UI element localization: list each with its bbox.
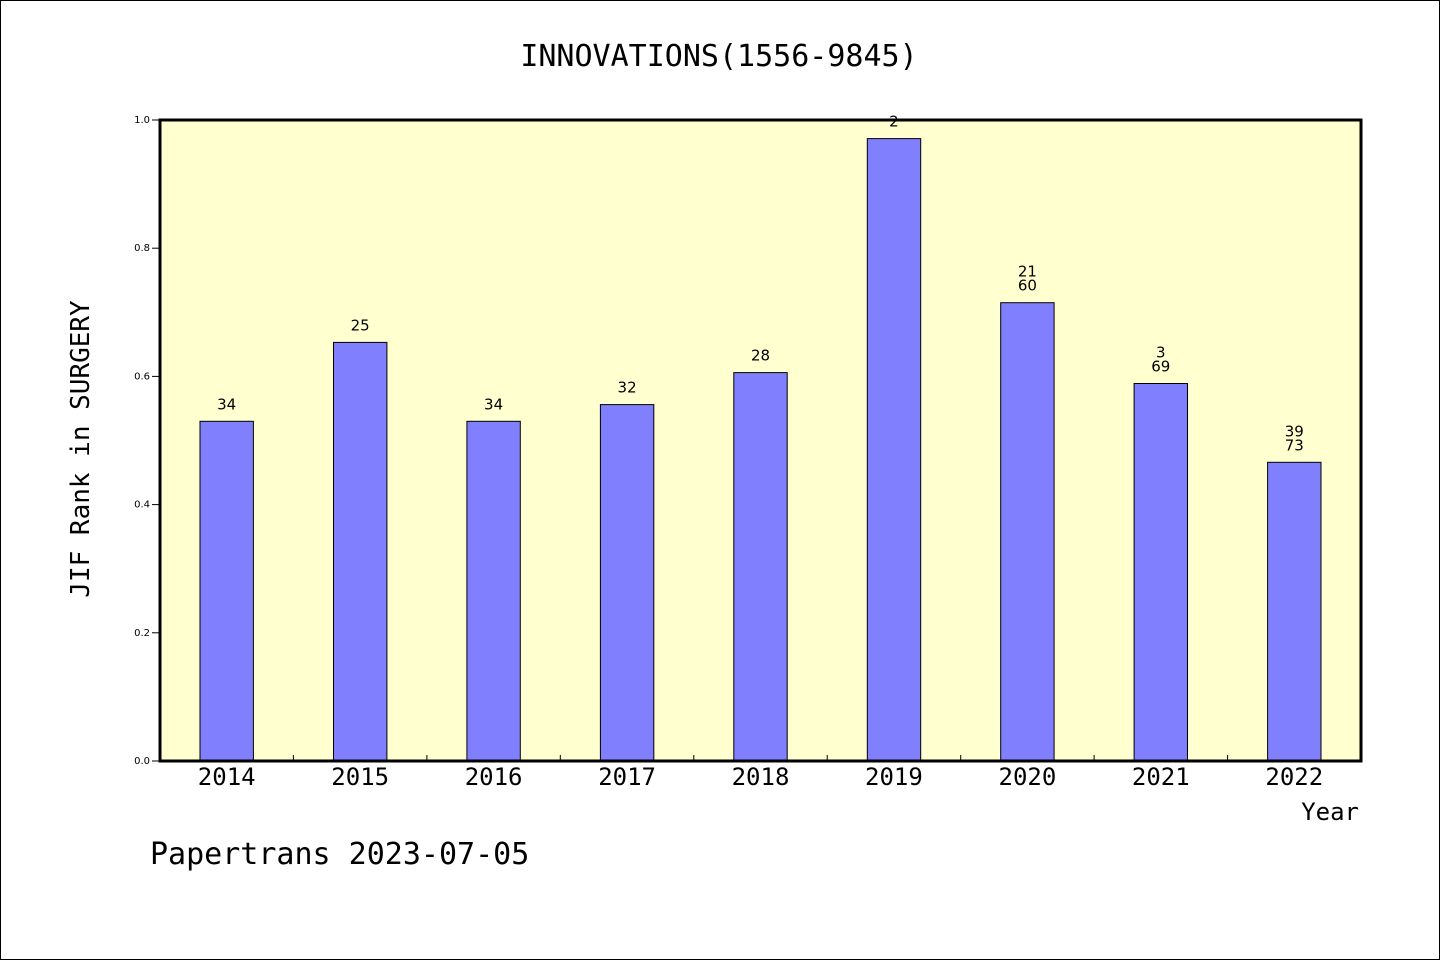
x-axis-label: Year: [1301, 798, 1359, 826]
y-tick-label-0.6: 0.6: [134, 371, 150, 382]
y-tick-label-0.4: 0.4: [134, 500, 150, 511]
x-tick-label-2020: 2020: [999, 763, 1057, 791]
bar-2018: [733, 372, 788, 762]
bar-2015: [333, 341, 388, 762]
x-tick-label-2022: 2022: [1265, 763, 1323, 791]
axis-ticks-group: 2014 2015 2016 2017 2018 2019 2020 2021 2022 0.0 0…: [134, 115, 1323, 791]
plot-border: [158, 118, 1363, 763]
data-label-2015: 25: [351, 316, 370, 334]
bar-2017: [599, 404, 655, 762]
footer-watermark: Papertrans 2023-07-05: [150, 837, 529, 872]
x-tick-label-2018: 2018: [732, 763, 790, 791]
data-label-2018: 28: [751, 347, 770, 365]
bar-2019: [866, 138, 922, 762]
data-label-2022-1: 39: [1285, 422, 1304, 440]
data-label-2014: 34: [217, 395, 236, 413]
bar-2014: [199, 420, 254, 762]
data-label-2021-2: 69: [1151, 358, 1170, 376]
data-label-2021-1: 3: [1156, 344, 1166, 362]
data-label-2017: 32: [618, 379, 637, 397]
bar-2022: [1267, 461, 1322, 762]
x-tick-label-2017: 2017: [598, 763, 656, 791]
bar-2020: [1000, 302, 1055, 762]
x-tick-label-2021: 2021: [1132, 763, 1190, 791]
chart-title: INNOVATIONS(1556-9845): [520, 39, 917, 74]
bar-2016: [466, 420, 521, 762]
y-tick-label-1.0: 1.0: [134, 115, 150, 126]
data-label-2020-1: 21: [1018, 263, 1037, 281]
data-label-2020-2: 60: [1018, 277, 1037, 295]
x-tick-label-2015: 2015: [331, 763, 389, 791]
data-label-2016: 34: [484, 395, 503, 413]
y-tick-label-0.2: 0.2: [134, 628, 150, 639]
y-tick-label-0.8: 0.8: [134, 243, 150, 254]
bar-2021: [1133, 383, 1188, 762]
x-tick-label-2014: 2014: [198, 763, 256, 791]
y-tick-label-0.0: 0.0: [134, 756, 150, 767]
y-axis-label: JIF Rank in SURGERY: [66, 300, 96, 598]
data-label-2022-2: 73: [1285, 436, 1304, 454]
x-tick-label-2016: 2016: [465, 763, 523, 791]
data-label-2019: 2: [889, 113, 899, 131]
x-tick-label-2019: 2019: [865, 763, 923, 791]
